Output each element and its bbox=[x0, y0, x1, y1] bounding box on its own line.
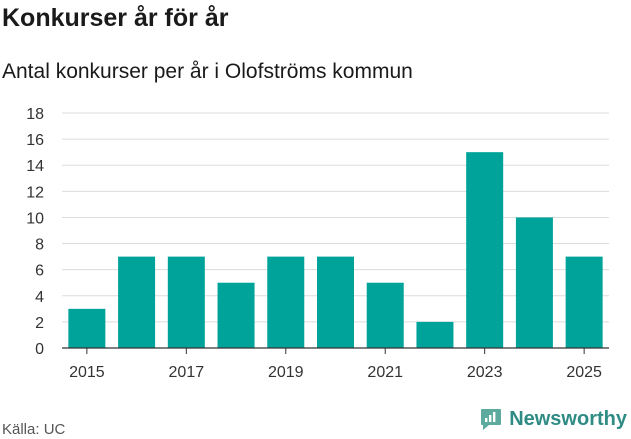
x-tick-label: 2021 bbox=[367, 364, 403, 381]
y-tick-label: 6 bbox=[35, 263, 44, 280]
y-tick-label: 8 bbox=[35, 237, 44, 254]
source-note: Källa: UC bbox=[2, 421, 66, 438]
y-tick-label: 0 bbox=[35, 341, 44, 358]
brand-name: Newsworthy bbox=[509, 407, 627, 430]
y-tick-label: 12 bbox=[26, 184, 44, 201]
y-tick-label: 2 bbox=[35, 315, 44, 332]
y-tick-label: 16 bbox=[26, 132, 44, 149]
bar bbox=[565, 256, 603, 348]
y-tick-label: 18 bbox=[26, 106, 44, 123]
x-tick-label: 2023 bbox=[467, 364, 503, 381]
x-tick-label: 2017 bbox=[169, 364, 205, 381]
x-tick-label: 2019 bbox=[268, 364, 304, 381]
bar bbox=[167, 256, 205, 348]
brand-logo: Newsworthy bbox=[479, 407, 627, 431]
bar bbox=[118, 256, 156, 348]
bar bbox=[466, 152, 504, 348]
bar bbox=[515, 217, 553, 348]
chart-subtitle: Antal konkurser per år i Olofströms komm… bbox=[2, 60, 413, 83]
chart-title: Konkurser år för år bbox=[2, 4, 229, 32]
newsworthy-icon bbox=[481, 409, 502, 430]
y-tick-label: 10 bbox=[26, 210, 44, 227]
bar bbox=[68, 308, 106, 348]
y-tick-label: 14 bbox=[26, 158, 44, 175]
bar bbox=[217, 282, 255, 348]
bar bbox=[416, 321, 454, 348]
x-tick-label: 2025 bbox=[566, 364, 602, 381]
bar bbox=[267, 256, 305, 348]
x-tick-label: 2015 bbox=[69, 364, 105, 381]
y-tick-label: 4 bbox=[35, 289, 44, 306]
bar bbox=[317, 256, 354, 348]
bar bbox=[366, 282, 404, 348]
